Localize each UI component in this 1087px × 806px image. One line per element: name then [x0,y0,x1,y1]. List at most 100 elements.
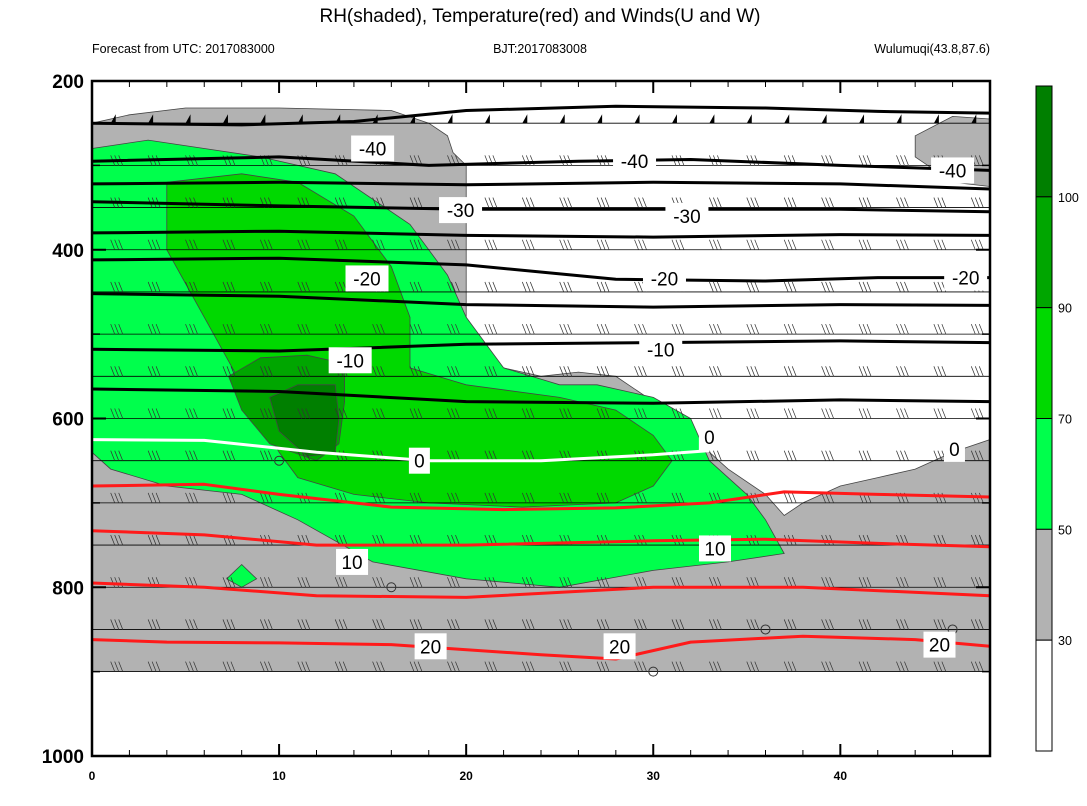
wind-barb [709,239,722,250]
wind-barb [260,450,273,461]
wind-flag [559,114,565,124]
wind-flag [447,114,453,124]
wind-barb [821,619,834,630]
wind-barb [746,661,760,672]
wind-barb [372,408,385,419]
wind-flag [859,114,865,124]
rh-region-50-3 [226,563,258,588]
contour-label-box [642,265,686,292]
wind-barb [596,366,610,377]
contour-label-box [439,197,483,224]
wind-barb [185,619,198,630]
wind-barb [484,197,498,208]
wind-barb [409,408,423,419]
wind-barb [110,408,124,419]
colorbar-segment [1035,418,1053,530]
contour-label: 0 [704,428,715,449]
wind-barb [709,323,722,335]
wind-barb [970,239,984,250]
wind-barb [821,661,834,672]
contour-line-red-12 [92,581,990,599]
wind-barb [372,239,385,250]
wind-barb [484,450,498,461]
wind-barb [260,577,273,588]
wind-barb [447,281,460,293]
wind-barb [521,661,535,672]
wind-barb [709,281,722,293]
wind-barb [596,197,610,208]
wind-barb [671,577,685,588]
x-tick-label: 20 [459,769,473,783]
contour-label: -30 [447,201,474,222]
wind-barb [297,323,311,335]
contour-label-box [698,424,720,451]
contour-label-box [414,633,447,660]
wind-barb [858,281,872,293]
wind-barb [222,577,236,588]
contour-line-black-5 [92,256,990,283]
wind-barb [297,239,311,250]
station-subtitle: Wulumuqi(43.8,87.6) [874,42,990,56]
wind-barb [484,281,498,293]
wind-barb [559,492,573,504]
contour-label-box [603,633,636,660]
wind-barb [147,366,161,377]
contour-label-box [943,435,965,462]
wind-barb [821,450,834,461]
wind-barb [334,577,348,588]
wind-barb [821,197,834,208]
contour-line-black-1 [92,155,990,172]
wind-barb [709,408,722,419]
wind-barb [783,492,797,504]
contour-label: -20 [651,269,678,290]
wind-barb [447,661,460,672]
wind-barb [334,408,348,419]
wind-barb [484,239,498,250]
wind-barb [709,366,722,377]
contour-label: 0 [414,452,425,473]
contour-label-box [698,535,731,562]
wind-barb [596,408,610,419]
wind-flag [484,114,490,124]
wind-flag [709,114,715,124]
wind-barb [372,492,385,504]
wind-barb [596,492,610,504]
wind-barb [372,366,385,377]
wind-barb [634,619,647,630]
contour-line-red-10 [92,482,990,512]
wind-barb [147,492,161,504]
wind-barb [297,281,311,293]
wind-barb [297,408,311,419]
wind-barb [334,323,348,335]
wind-barb [858,197,872,208]
contour-label: -10 [336,351,363,372]
wind-barb [260,281,273,293]
wind-barb [260,661,273,672]
contour-label-box [931,157,975,184]
wind-barb [671,366,685,377]
wind-flag [746,114,752,124]
wind-flag [297,114,303,124]
wind-barb [372,577,385,588]
y-tick-label: 1000 [42,747,84,768]
wind-barb [409,534,423,546]
wind-barb [447,492,460,504]
wind-barb [634,366,647,377]
contour-label-box [944,264,988,291]
wind-barb [559,661,573,672]
wind-barb [409,366,423,377]
wind-barb [634,323,647,335]
wind-barb [185,239,198,250]
wind-barb [821,408,834,419]
colorbar-segment [1035,85,1053,198]
wind-barb [933,577,947,588]
contour-label-box [328,347,372,374]
wind-barb [858,661,872,672]
wind-barb [484,366,498,377]
wind-barb [559,323,573,335]
wind-barb [409,492,423,504]
colorbar: 30 50 70 90 100 [1035,85,1079,752]
wind-barb [372,534,385,546]
wind-barb [559,366,573,377]
wind-barb [147,661,161,672]
